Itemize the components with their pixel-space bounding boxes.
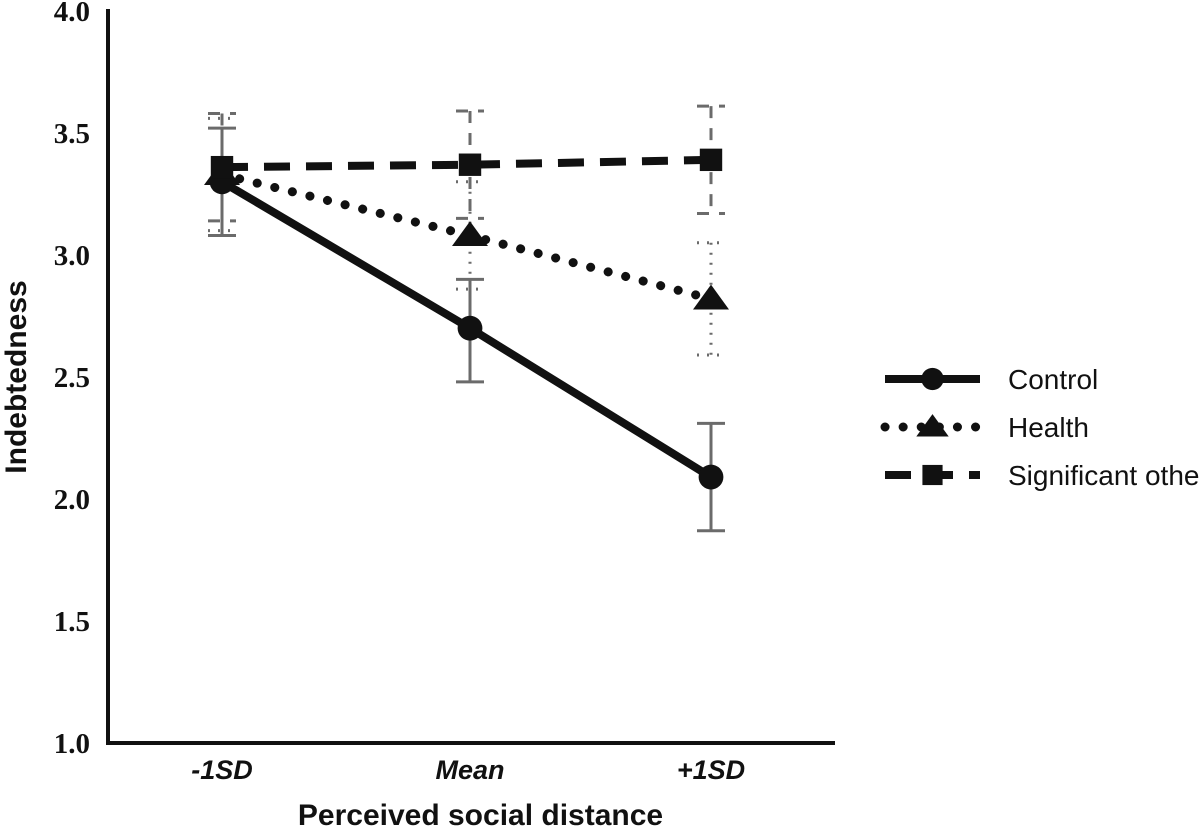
data-point-triangle-marker xyxy=(693,284,729,310)
legend-item[interactable]: Control xyxy=(885,364,1098,395)
legend-square-marker xyxy=(922,464,943,486)
y-tick-label: 2.0 xyxy=(54,484,90,516)
data-point-square-marker xyxy=(699,148,723,172)
y-tick-label: 1.0 xyxy=(54,728,90,760)
legend-triangle-marker xyxy=(916,414,949,437)
y-tick-label: 2.5 xyxy=(54,362,90,394)
y-tick-label: 4.0 xyxy=(54,0,90,28)
y-tick-label: 3.5 xyxy=(54,118,90,150)
data-point-square-marker xyxy=(210,155,234,179)
axis-lines xyxy=(106,9,835,745)
data-point-square-marker xyxy=(458,153,482,176)
legend-item[interactable]: Health xyxy=(880,412,1089,443)
x-axis-title: Perceived social distance xyxy=(298,799,663,830)
data-point-circle-marker xyxy=(457,315,483,341)
x-tick-label: +1SD xyxy=(677,755,745,785)
legend-label: Health xyxy=(1008,412,1089,443)
y-axis-title: Indebtedness xyxy=(0,280,33,473)
legend-circle-marker xyxy=(921,367,944,391)
y-tick-label: 3.0 xyxy=(54,240,90,272)
x-tick-label: Mean xyxy=(435,755,504,785)
legend-item[interactable]: Significant other xyxy=(885,460,1200,491)
y-tick-label: 1.5 xyxy=(54,606,90,638)
data-point-triangle-marker xyxy=(452,221,488,247)
legend-label: Significant other xyxy=(1008,460,1200,491)
legend-label: Control xyxy=(1008,364,1098,395)
x-tick-label: -1SD xyxy=(191,755,253,785)
data-point-circle-marker xyxy=(698,464,724,490)
